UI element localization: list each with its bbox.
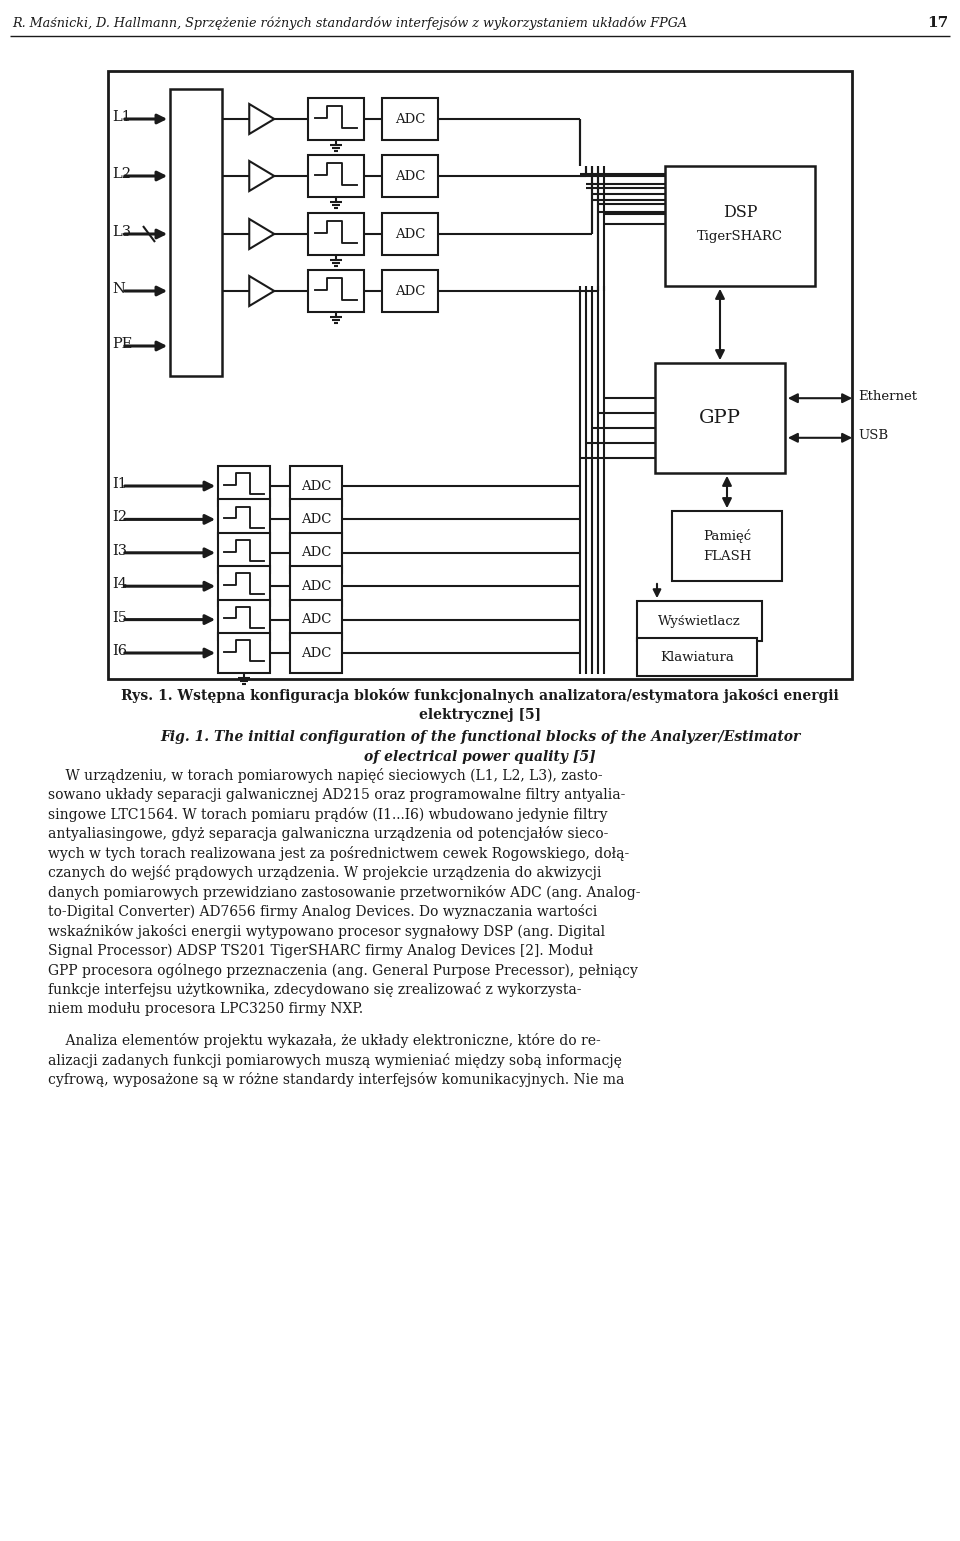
Text: Wyświetlacz: Wyświetlacz [659, 615, 741, 627]
Text: W urządzeniu, w torach pomiarowych napięć sieciowych (L1, L2, L3), zasto-: W urządzeniu, w torach pomiarowych napię… [48, 767, 603, 783]
Text: antyaliasingowe, gdyż separacja galwaniczna urządzenia od potencjałów sieco-: antyaliasingowe, gdyż separacja galwanic… [48, 826, 609, 841]
Text: I1: I1 [112, 478, 127, 492]
Text: ADC: ADC [395, 112, 425, 125]
Text: I2: I2 [112, 510, 127, 524]
Bar [218, 599, 270, 640]
Text: I4: I4 [112, 578, 127, 592]
Text: Klawiatura: Klawiatura [660, 650, 734, 664]
Bar [655, 364, 785, 473]
Text: ADC: ADC [300, 479, 331, 493]
Text: I5: I5 [112, 610, 127, 624]
Text: FLASH: FLASH [703, 550, 751, 562]
Text: elektrycznej [5]: elektrycznej [5] [419, 707, 541, 723]
Text: sowano układy separacji galwanicznej AD215 oraz programowalne filtry antyalia-: sowano układy separacji galwanicznej AD2… [48, 787, 625, 801]
Bar [637, 638, 757, 676]
Bar [290, 465, 342, 505]
Bar [382, 99, 438, 140]
Text: L2: L2 [112, 166, 131, 180]
Text: ADC: ADC [300, 547, 331, 559]
Text: cyfrową, wyposażone są w różne standardy interfejsów komunikacyjnych. Nie ma: cyfrową, wyposażone są w różne standardy… [48, 1073, 624, 1086]
Text: danych pomiarowych przewidziano zastosowanie przetworników ADC (ang. Analog-: danych pomiarowych przewidziano zastosow… [48, 885, 640, 900]
Bar [218, 465, 270, 505]
Bar [290, 499, 342, 539]
Text: TigerSHARC: TigerSHARC [697, 230, 783, 242]
Bar [308, 99, 364, 140]
Bar [170, 89, 222, 376]
Text: ADC: ADC [300, 647, 331, 660]
Text: DSP: DSP [723, 203, 757, 220]
Bar [290, 566, 342, 606]
Text: Analiza elementów projektu wykazała, że układy elektroniczne, które do re-: Analiza elementów projektu wykazała, że … [48, 1032, 601, 1048]
Bar [665, 166, 815, 287]
Bar [308, 156, 364, 197]
Text: wych w tych torach realizowana jest za pośrednictwem cewek Rogowskiego, dołą-: wych w tych torach realizowana jest za p… [48, 846, 629, 860]
Bar [637, 601, 762, 641]
Text: R. Maśnicki, D. Hallmann, Sprzężenie różnych standardów interfejsów z wykorzysta: R. Maśnicki, D. Hallmann, Sprzężenie róż… [12, 17, 687, 29]
Text: Signal Processor) ADSP TS201 TigerSHARC firmy Analog Devices [2]. Moduł: Signal Processor) ADSP TS201 TigerSHARC … [48, 943, 593, 957]
Text: ADC: ADC [395, 228, 425, 240]
Text: L3: L3 [112, 225, 132, 239]
Bar [382, 213, 438, 254]
Text: N: N [112, 282, 125, 296]
Bar [382, 270, 438, 311]
Text: GPP: GPP [699, 408, 741, 427]
Text: I3: I3 [112, 544, 127, 558]
Bar [308, 270, 364, 311]
Bar [308, 213, 364, 254]
Text: ADC: ADC [395, 170, 425, 182]
Text: I6: I6 [112, 644, 127, 658]
Bar [290, 633, 342, 673]
Text: Rys. 1. Wstępna konfiguracja bloków funkcjonalnych analizatora/estymatora jakośc: Rys. 1. Wstępna konfiguracja bloków funk… [121, 687, 839, 703]
Bar [290, 533, 342, 573]
Text: ADC: ADC [395, 285, 425, 297]
Text: alizacji zadanych funkcji pomiarowych muszą wymieniać między sobą informację: alizacji zadanych funkcji pomiarowych mu… [48, 1053, 622, 1068]
Text: ADC: ADC [300, 513, 331, 525]
Text: GPP procesora ogólnego przeznaczenia (ang. General Purpose Precessor), pełniący: GPP procesora ogólnego przeznaczenia (an… [48, 963, 637, 977]
Bar [382, 156, 438, 197]
Text: singowe LTC1564. W torach pomiaru prądów (I1...I6) wbudowano jedynie filtry: singowe LTC1564. W torach pomiaru prądów… [48, 806, 608, 821]
Text: L1: L1 [112, 109, 131, 123]
Bar [672, 512, 782, 581]
Bar [218, 533, 270, 573]
Text: niem modułu procesora LPC3250 firmy NXP.: niem modułu procesora LPC3250 firmy NXP. [48, 1002, 363, 1016]
Text: of electrical power quality [5]: of electrical power quality [5] [364, 750, 596, 764]
Text: Pamięć: Pamięć [703, 529, 751, 542]
Bar [218, 566, 270, 606]
Text: Fig. 1. The initial configuration of the functional blocks of the Analyzer/Estim: Fig. 1. The initial configuration of the… [160, 730, 800, 744]
Text: PE: PE [112, 337, 132, 351]
Text: ADC: ADC [300, 579, 331, 593]
Text: USB: USB [858, 430, 888, 442]
Bar [290, 599, 342, 640]
Text: ADC: ADC [300, 613, 331, 626]
Bar [108, 71, 852, 680]
Text: 17: 17 [926, 15, 948, 29]
Text: czanych do wejść prądowych urządzenia. W projekcie urządzenia do akwizycji: czanych do wejść prądowych urządzenia. W… [48, 865, 601, 880]
Text: funkcje interfejsu użytkownika, zdecydowano się zrealizować z wykorzysta-: funkcje interfejsu użytkownika, zdecydow… [48, 982, 582, 997]
Text: wskaźników jakości energii wytypowano procesor sygnałowy DSP (ang. Digital: wskaźników jakości energii wytypowano pr… [48, 923, 605, 938]
Text: Ethernet: Ethernet [858, 390, 917, 402]
Bar [218, 499, 270, 539]
Text: to-Digital Converter) AD7656 firmy Analog Devices. Do wyznaczania wartości: to-Digital Converter) AD7656 firmy Analo… [48, 905, 597, 918]
Bar [218, 633, 270, 673]
